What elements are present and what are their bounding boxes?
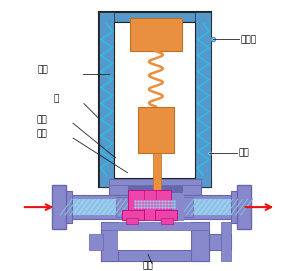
Bar [101, 250, 209, 261]
Bar [153, 190, 171, 212]
Text: 阀杆: 阀杆 [239, 148, 249, 157]
Bar [52, 185, 66, 229]
Bar [52, 193, 72, 221]
Text: 线圈: 线圈 [38, 66, 48, 75]
Bar [126, 218, 138, 224]
Bar [109, 179, 201, 185]
Bar [130, 18, 181, 51]
Bar [118, 227, 191, 250]
Bar [130, 193, 184, 221]
Text: 罩: 罩 [53, 94, 59, 103]
Bar [56, 195, 247, 219]
Bar [115, 22, 195, 178]
Bar [101, 222, 118, 261]
Text: 导阀: 导阀 [143, 262, 153, 271]
Bar [138, 107, 174, 153]
Bar [191, 222, 209, 261]
Bar [99, 178, 211, 187]
Bar [195, 12, 211, 187]
Bar [155, 210, 177, 220]
Bar [60, 199, 243, 215]
Bar [144, 190, 156, 220]
Text: 小孔: 小孔 [36, 130, 47, 139]
Bar [99, 12, 211, 187]
Bar [99, 12, 115, 187]
Bar [221, 222, 231, 261]
Bar [153, 153, 161, 192]
Bar [122, 210, 144, 220]
Bar [128, 185, 181, 202]
Bar [209, 234, 231, 250]
Bar [231, 193, 251, 221]
Bar [237, 185, 251, 229]
Bar [56, 191, 72, 223]
Text: 定鐵心: 定鐵心 [241, 35, 257, 44]
Bar [89, 234, 103, 250]
Text: 主阀: 主阀 [36, 115, 47, 124]
Bar [99, 12, 211, 22]
Bar [181, 179, 201, 202]
Bar [161, 218, 173, 224]
Bar [128, 190, 146, 212]
Bar [101, 222, 209, 230]
Bar [117, 197, 193, 217]
Bar [231, 191, 247, 223]
Bar [109, 179, 128, 202]
